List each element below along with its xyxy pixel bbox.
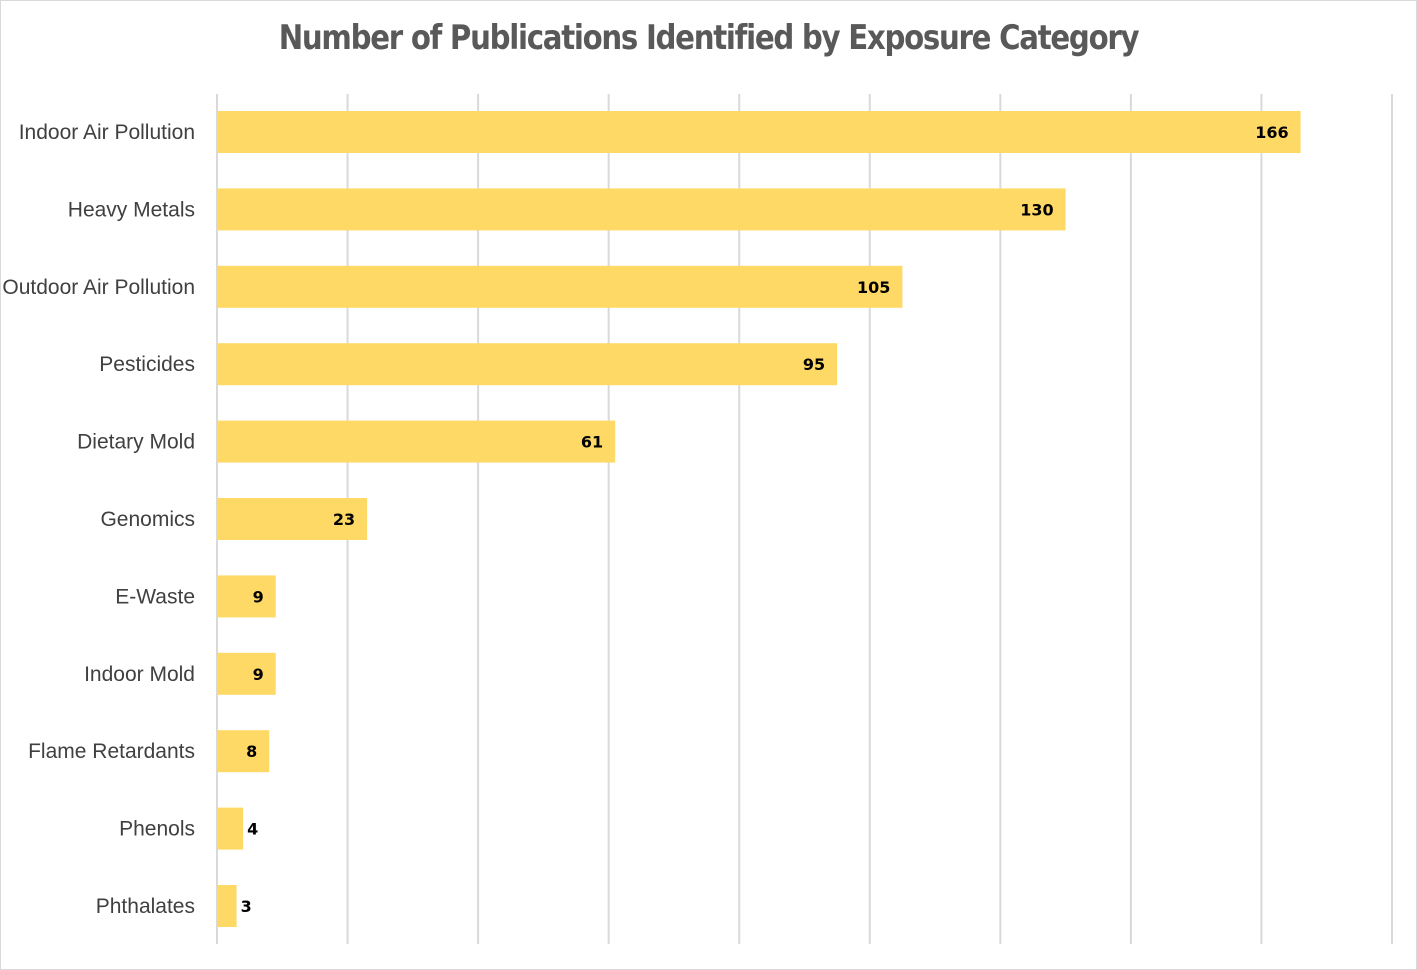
bar [217,575,276,618]
category-label: Flame Retardants [28,740,195,763]
bar [217,343,838,386]
value-labels: 166 130 105 95 61 23 9 9 8 4 3 [241,123,1289,916]
category-label: Phthalates [96,895,195,918]
category-label: Indoor Mold [84,663,195,686]
category-labels: Indoor Air Pollution Heavy Metals Outdoor … [2,121,195,918]
bar [217,111,1301,153]
bar [217,730,270,773]
gridlines [216,94,1393,944]
category-label: Heavy Metals [68,198,195,221]
bar [217,652,276,695]
data-label: 130 [1020,200,1053,219]
data-label: 23 [333,510,355,529]
data-label: 4 [247,820,258,839]
bar [217,885,237,927]
data-label: 9 [253,587,264,606]
data-label: 166 [1255,123,1288,142]
bar [217,498,368,540]
bar [217,420,616,463]
data-label: 61 [581,433,603,452]
bar [217,265,903,308]
category-label: Outdoor Air Pollution [2,276,195,299]
category-label: Phenols [119,818,195,841]
category-label: Indoor Air Pollution [19,121,195,144]
data-label: 9 [253,665,264,684]
chart-title: Number of Publications Identified by Exp… [278,18,1140,58]
data-label: 3 [241,897,252,916]
bar [217,807,244,850]
category-label: Dietary Mold [77,431,195,454]
category-label: E-Waste [115,585,195,608]
data-label: 105 [857,278,890,297]
category-label: Pesticides [99,353,195,376]
bars [217,111,1301,927]
category-label: Genomics [100,508,195,531]
data-label: 8 [246,742,257,761]
data-label: 95 [803,355,825,374]
bar [217,188,1066,231]
